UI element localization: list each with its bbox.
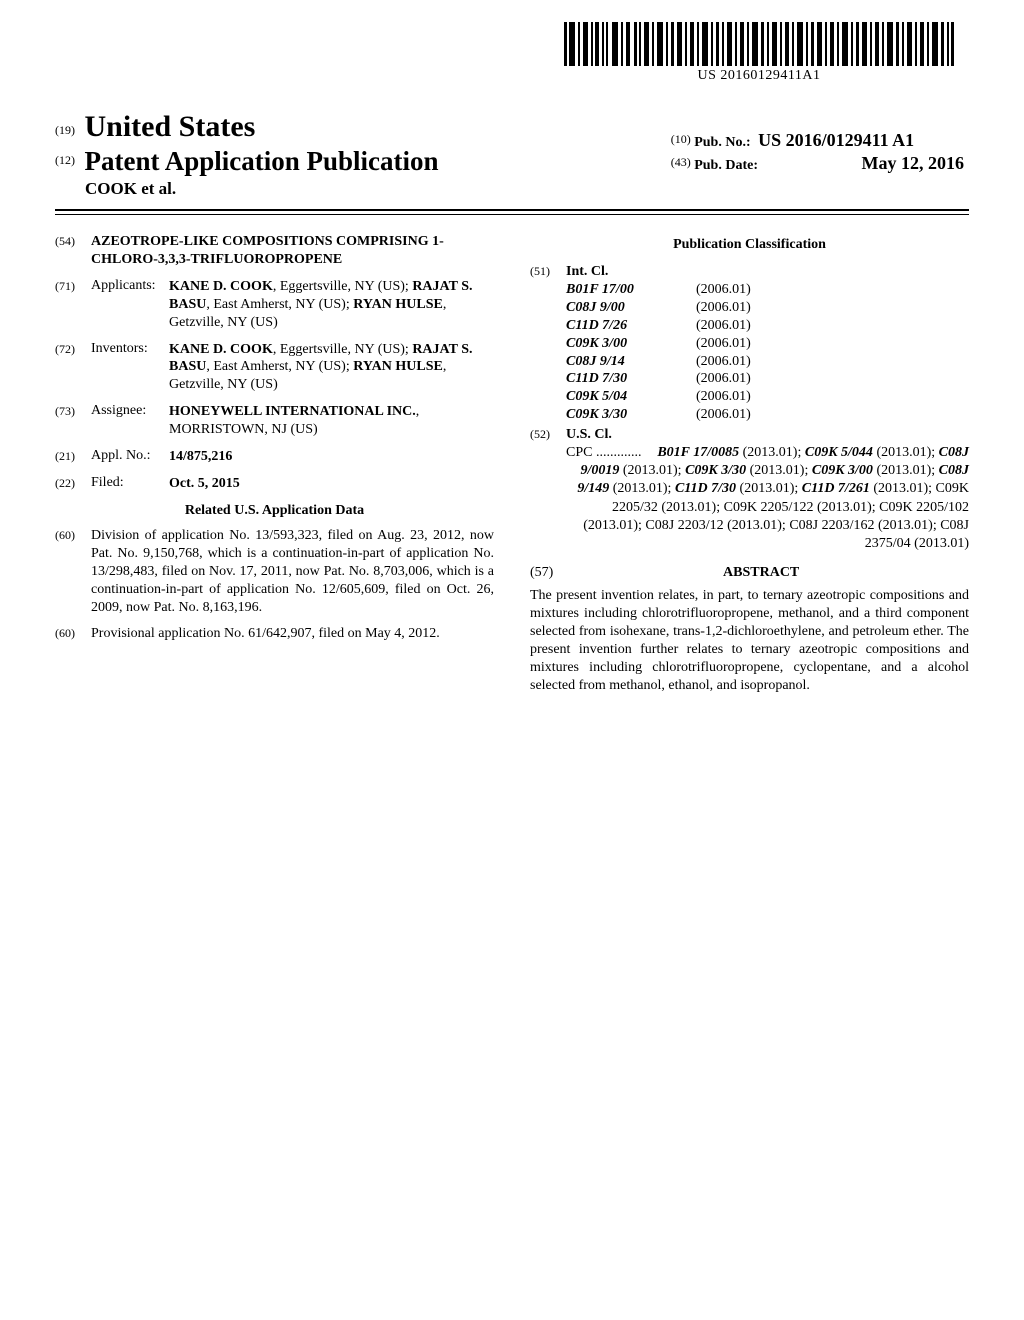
assignee-label: Assignee:	[91, 403, 169, 439]
barcode-svg	[564, 22, 954, 66]
field-applicants: (71) Applicants: KANE D. COOK, Eggertsvi…	[55, 278, 494, 332]
pubno-code: (10)	[671, 132, 691, 146]
field-intcl: (51) Int. Cl. B01F 17/00(2006.01)C08J 9/…	[530, 263, 969, 424]
intcl-symbol: C08J 9/14	[566, 353, 696, 371]
intcl-year: (2006.01)	[696, 388, 751, 406]
pubdate-label: Pub. Date:	[694, 158, 758, 173]
intcl-label: Int. Cl.	[566, 263, 969, 281]
filed-code: (22)	[55, 475, 91, 493]
intcl-symbol: B01F 17/00	[566, 281, 696, 299]
country-name: United States	[85, 110, 256, 143]
related-heading: Related U.S. Application Data	[55, 503, 494, 519]
field-prior1: (60) Division of application No. 13/593,…	[55, 527, 494, 617]
prior2-code: (60)	[55, 625, 91, 643]
abstract-heading: ABSTRACT	[553, 565, 969, 581]
right-column: Publication Classification (51) Int. Cl.…	[530, 233, 969, 695]
pubtype-code: (12)	[55, 153, 75, 167]
applno-label: Appl. No.:	[91, 448, 169, 466]
intcl-row: C08J 9/14(2006.01)	[566, 353, 969, 371]
intcl-list: B01F 17/00(2006.01)C08J 9/00(2006.01)C11…	[566, 281, 969, 424]
pubno-line: (10) Pub. No.: US 2016/0129411 A1	[671, 130, 964, 151]
abstract-code: (57)	[530, 565, 553, 587]
field-uscl: (52) U.S. Cl. CPC ............. B01F 17/…	[530, 426, 969, 553]
filed-value: Oct. 5, 2015	[169, 475, 494, 493]
applicants-label: Applicants:	[91, 278, 169, 332]
prior1-body: Division of application No. 13/593,323, …	[91, 527, 494, 617]
intcl-symbol: C08J 9/00	[566, 299, 696, 317]
intcl-year: (2006.01)	[696, 281, 751, 299]
pubno-block: (10) Pub. No.: US 2016/0129411 A1 (43) P…	[671, 130, 964, 174]
pubtype-text: Patent Application Publication	[85, 146, 439, 176]
intcl-row: C09K 3/00(2006.01)	[566, 335, 969, 353]
intcl-year: (2006.01)	[696, 299, 751, 317]
uscl-body: CPC ............. B01F 17/0085 (2013.01)…	[566, 444, 969, 553]
applicants-body: KANE D. COOK, Eggertsville, NY (US); RAJ…	[169, 278, 494, 332]
inventors-label: Inventors:	[91, 341, 169, 395]
uscl-code: (52)	[530, 426, 566, 553]
prior1-code: (60)	[55, 527, 91, 617]
field-inventors: (72) Inventors: KANE D. COOK, Eggertsvil…	[55, 341, 494, 395]
rule-thin	[55, 214, 969, 215]
prior2-body: Provisional application No. 61/642,907, …	[91, 625, 494, 643]
applicant-line: COOK et al.	[85, 179, 969, 199]
field-prior2: (60) Provisional application No. 61/642,…	[55, 625, 494, 643]
inventors-code: (72)	[55, 341, 91, 395]
intcl-symbol: C09K 5/04	[566, 388, 696, 406]
intcl-year: (2006.01)	[696, 317, 751, 335]
intcl-row: C11D 7/26(2006.01)	[566, 317, 969, 335]
assignee-code: (73)	[55, 403, 91, 439]
country-code: (19)	[55, 123, 75, 137]
intcl-symbol: C09K 3/30	[566, 406, 696, 424]
two-column-body: (54) AZEOTROPE-LIKE COMPOSITIONS COMPRIS…	[55, 233, 969, 695]
intcl-year: (2006.01)	[696, 406, 751, 424]
title-text: AZEOTROPE-LIKE COMPOSITIONS COMPRISING 1…	[91, 233, 494, 269]
intcl-row: C08J 9/00(2006.01)	[566, 299, 969, 317]
inventors-body: KANE D. COOK, Eggertsville, NY (US); RAJ…	[169, 341, 494, 395]
pubno-label: Pub. No.:	[694, 135, 750, 150]
barcode	[564, 22, 954, 66]
intcl-symbol: C11D 7/26	[566, 317, 696, 335]
assignee-body: HONEYWELL INTERNATIONAL INC., MORRISTOWN…	[169, 403, 494, 439]
applicants-code: (71)	[55, 278, 91, 332]
pubdate-value: May 12, 2016	[862, 153, 965, 173]
intcl-row: C09K 5/04(2006.01)	[566, 388, 969, 406]
intcl-year: (2006.01)	[696, 335, 751, 353]
barcode-block: US 20160129411A1	[564, 22, 954, 84]
intcl-row: C09K 3/30(2006.01)	[566, 406, 969, 424]
pubno-value: US 2016/0129411 A1	[758, 130, 914, 150]
intcl-row: C11D 7/30(2006.01)	[566, 370, 969, 388]
field-abstract-head: (57) ABSTRACT	[530, 565, 969, 587]
barcode-caption: US 20160129411A1	[564, 68, 954, 84]
intcl-year: (2006.01)	[696, 353, 751, 371]
field-filed: (22) Filed: Oct. 5, 2015	[55, 475, 494, 493]
intcl-row: B01F 17/00(2006.01)	[566, 281, 969, 299]
applno-value: 14/875,216	[169, 448, 494, 466]
intcl-symbol: C09K 3/00	[566, 335, 696, 353]
filed-label: Filed:	[91, 475, 169, 493]
applno-code: (21)	[55, 448, 91, 466]
rule-thick	[55, 209, 969, 211]
field-title: (54) AZEOTROPE-LIKE COMPOSITIONS COMPRIS…	[55, 233, 494, 269]
patent-publication-page: US 20160129411A1 (19) United States (12)…	[0, 0, 1024, 1320]
pubdate-line: (43) Pub. Date: May 12, 2016	[671, 153, 964, 174]
field-applno: (21) Appl. No.: 14/875,216	[55, 448, 494, 466]
abstract-body: The present invention relates, in part, …	[530, 587, 969, 694]
pubclass-heading: Publication Classification	[530, 237, 969, 253]
field-assignee: (73) Assignee: HONEYWELL INTERNATIONAL I…	[55, 403, 494, 439]
intcl-code: (51)	[530, 263, 566, 424]
pubdate-code: (43)	[671, 155, 691, 169]
intcl-symbol: C11D 7/30	[566, 370, 696, 388]
left-column: (54) AZEOTROPE-LIKE COMPOSITIONS COMPRIS…	[55, 233, 494, 695]
intcl-year: (2006.01)	[696, 370, 751, 388]
title-code: (54)	[55, 233, 91, 269]
uscl-label: U.S. Cl.	[566, 426, 969, 444]
